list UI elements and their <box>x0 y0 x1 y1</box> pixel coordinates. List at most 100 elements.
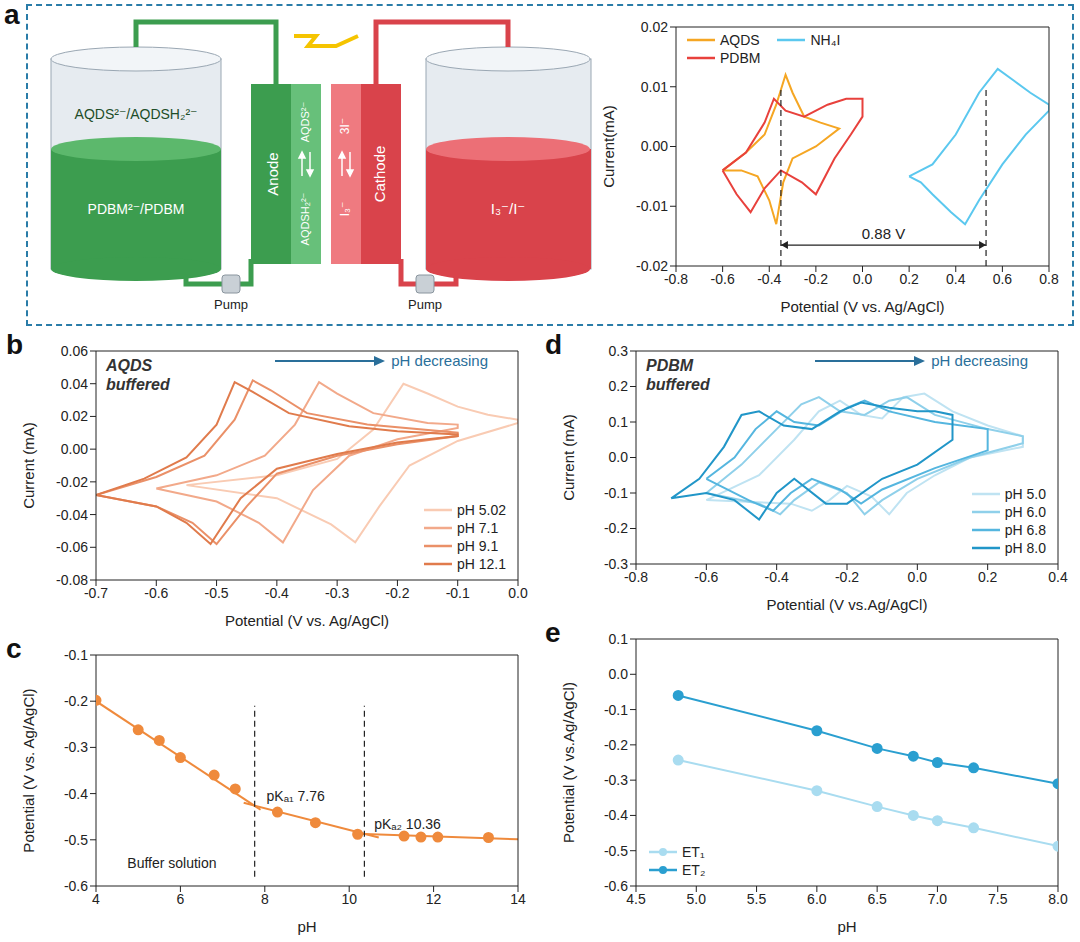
svg-text:0.2: 0.2 <box>899 271 919 287</box>
svg-text:-0.3: -0.3 <box>604 772 628 788</box>
svg-text:Cathode: Cathode <box>371 146 388 203</box>
svg-text:Pump: Pump <box>408 297 442 312</box>
svg-text:0.1: 0.1 <box>609 631 629 647</box>
svg-text:-0.01: -0.01 <box>636 198 668 214</box>
svg-text:7.5: 7.5 <box>988 891 1008 907</box>
svg-text:-0.1: -0.1 <box>604 485 628 501</box>
svg-text:I₃⁻/I⁻: I₃⁻/I⁻ <box>491 200 525 217</box>
svg-text:-0.2: -0.2 <box>64 693 88 709</box>
svg-text:Anode: Anode <box>264 152 281 195</box>
svg-text:-0.6: -0.6 <box>694 569 718 585</box>
svg-text:AQDS²⁻: AQDS²⁻ <box>299 101 311 142</box>
svg-text:0.2: 0.2 <box>609 378 629 394</box>
svg-text:-0.2: -0.2 <box>604 737 628 753</box>
svg-text:Current (mA): Current (mA) <box>560 414 577 501</box>
svg-text:-0.2: -0.2 <box>604 520 628 536</box>
svg-text:0.3: 0.3 <box>609 343 629 359</box>
svg-text:-0.2: -0.2 <box>835 569 859 585</box>
svg-text:-0.3: -0.3 <box>325 585 349 601</box>
svg-text:-0.6: -0.6 <box>604 878 628 894</box>
svg-text:-0.2: -0.2 <box>804 271 828 287</box>
svg-text:pKₐ₁ 7.76: pKₐ₁ 7.76 <box>267 788 325 804</box>
svg-text:6: 6 <box>177 891 185 907</box>
svg-text:0.01: 0.01 <box>641 79 668 95</box>
svg-text:0.8: 0.8 <box>1039 271 1059 287</box>
svg-text:Potential (V vs.Ag/AgCl): Potential (V vs.Ag/AgCl) <box>560 682 577 843</box>
svg-text:-0.1: -0.1 <box>604 702 628 718</box>
svg-text:AQDS²⁻/AQDSH₂²⁻: AQDS²⁻/AQDSH₂²⁻ <box>75 106 198 122</box>
svg-text:-0.5: -0.5 <box>604 843 628 859</box>
svg-text:Potential (V vs. Ag/AgCl): Potential (V vs. Ag/AgCl) <box>225 612 389 629</box>
svg-text:4.5: 4.5 <box>626 891 646 907</box>
svg-text:-0.4: -0.4 <box>265 585 289 601</box>
svg-text:-0.02: -0.02 <box>56 474 88 490</box>
svg-text:Current (mA): Current (mA) <box>20 422 37 509</box>
svg-text:pH: pH <box>297 918 316 935</box>
svg-text:14: 14 <box>510 891 526 907</box>
svg-text:0.00: 0.00 <box>641 138 668 154</box>
svg-text:-0.4: -0.4 <box>64 786 88 802</box>
svg-text:-0.08: -0.08 <box>56 572 88 588</box>
svg-text:-0.2: -0.2 <box>385 585 409 601</box>
svg-text:0.04: 0.04 <box>61 376 88 392</box>
html-text:buffered: buffered <box>106 376 170 393</box>
svg-text:pKₐ₂ 10.36: pKₐ₂ 10.36 <box>374 816 441 832</box>
svg-text:0.02: 0.02 <box>641 19 668 35</box>
svg-text:3I⁻: 3I⁻ <box>338 118 352 134</box>
svg-text:0.0: 0.0 <box>853 271 873 287</box>
svg-text:Buffer solution: Buffer solution <box>127 855 216 871</box>
svg-text:4: 4 <box>92 891 100 907</box>
svg-text:0.0: 0.0 <box>508 585 528 601</box>
svg-text:PDBM²⁻/PDBM: PDBM²⁻/PDBM <box>88 201 185 217</box>
html-text:AQDS: AQDS <box>106 357 153 374</box>
svg-text:0.4: 0.4 <box>946 271 966 287</box>
svg-text:-0.8: -0.8 <box>663 270 689 287</box>
svg-text:Potential (V vs.Ag/AgCl): Potential (V vs.Ag/AgCl) <box>767 596 928 613</box>
svg-text:pH: pH <box>837 918 856 935</box>
svg-text:Current(mA): Current(mA) <box>600 105 617 188</box>
svg-text:0.06: 0.06 <box>61 343 88 359</box>
svg-text:5.5: 5.5 <box>747 891 767 907</box>
svg-text:0.02: 0.02 <box>61 408 88 424</box>
svg-text:-0.04: -0.04 <box>56 507 88 523</box>
svg-text:-0.6: -0.6 <box>144 585 168 601</box>
svg-text:6.0: 6.0 <box>807 891 827 907</box>
svg-text:0.00: 0.00 <box>61 441 88 457</box>
svg-text:0.2: 0.2 <box>978 569 998 585</box>
svg-text:I₃⁻: I₃⁻ <box>338 202 352 217</box>
svg-text:-0.5: -0.5 <box>205 585 229 601</box>
svg-text:8.0: 8.0 <box>1048 891 1068 907</box>
svg-text:5.0: 5.0 <box>687 891 707 907</box>
svg-text:-0.3: -0.3 <box>64 739 88 755</box>
svg-text:-0.02: -0.02 <box>636 258 668 274</box>
svg-text:-0.5: -0.5 <box>64 832 88 848</box>
svg-text:-0.6: -0.6 <box>64 878 88 894</box>
svg-text:Pump: Pump <box>214 297 248 312</box>
svg-text:AQDSH₂²⁻: AQDSH₂²⁻ <box>299 192 311 245</box>
svg-text:-0.1: -0.1 <box>64 647 88 663</box>
svg-text:12: 12 <box>426 891 442 907</box>
svg-text:-0.3: -0.3 <box>604 556 628 572</box>
svg-text:-0.4: -0.4 <box>765 569 789 585</box>
svg-text:-0.4: -0.4 <box>604 807 628 823</box>
html-text:d: d <box>545 329 563 360</box>
svg-text:6.5: 6.5 <box>867 891 887 907</box>
svg-text:10: 10 <box>341 891 357 907</box>
svg-text:Potential (V vs. Ag/AgCl): Potential (V vs. Ag/AgCl) <box>20 688 37 852</box>
svg-text:-0.7: -0.7 <box>83 584 109 601</box>
svg-text:0.1: 0.1 <box>609 414 629 430</box>
svg-text:0.0: 0.0 <box>609 666 629 682</box>
svg-text:0.6: 0.6 <box>993 271 1013 287</box>
svg-text:0.4: 0.4 <box>1048 569 1068 585</box>
svg-text:-0.4: -0.4 <box>757 271 781 287</box>
svg-text:-0.1: -0.1 <box>446 585 470 601</box>
svg-text:7.0: 7.0 <box>928 891 948 907</box>
svg-text:-0.6: -0.6 <box>711 271 735 287</box>
svg-text:8: 8 <box>261 891 269 907</box>
svg-text:0.0: 0.0 <box>908 569 928 585</box>
svg-text:Potential (V vs. Ag/AgCl): Potential (V vs. Ag/AgCl) <box>780 298 944 315</box>
svg-text:0.88 V: 0.88 V <box>862 225 905 242</box>
svg-text:0.0: 0.0 <box>609 449 629 465</box>
svg-text:-0.06: -0.06 <box>56 539 88 555</box>
html-text:b: b <box>6 329 24 360</box>
